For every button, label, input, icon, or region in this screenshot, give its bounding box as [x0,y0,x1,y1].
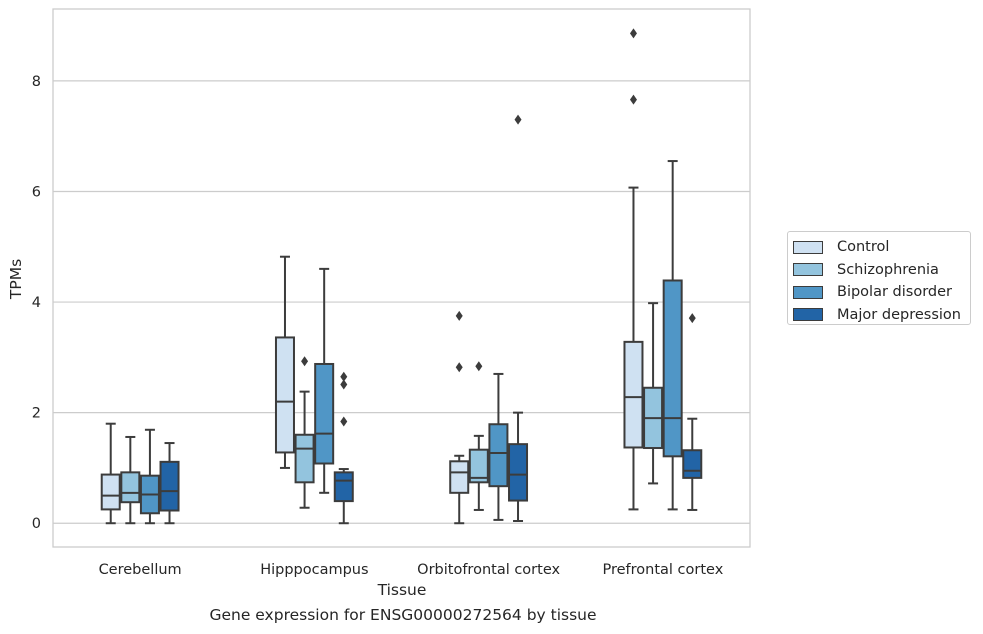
x-tick-label: Orbitofrontal cortex [417,562,560,578]
box-schizophrenia [294,356,315,509]
x-tick-label: Hipppocampus [260,562,368,578]
x-tick-label: Prefrontal cortex [602,562,723,578]
box-major-depression [159,442,180,525]
legend-swatch [793,240,823,254]
box-bipolar-disorder [139,428,160,525]
plot-frame [52,8,751,548]
legend-swatch [793,285,823,299]
legend-swatch [793,308,823,322]
box-body [294,433,315,484]
box-body [100,473,121,511]
box-body [333,471,354,503]
y-tick-label: 8 [32,74,41,90]
legend: Control Schizophrenia Bipolar disorder Majo… [787,231,971,325]
box-control [100,422,121,525]
box-body [449,460,470,494]
legend-label: Major depression [837,306,961,323]
box-schizophrenia [468,361,489,511]
legend-label: Schizophrenia [837,261,939,278]
y-axis-label: TPMs [7,259,25,300]
box-series [100,28,703,525]
legend-label: Control [837,239,890,256]
outlier-point [475,361,483,372]
outlier-point [455,362,463,373]
outlier-point [688,313,696,324]
chart-caption: Gene expression for ENSG00000272564 by t… [209,606,597,624]
box-major-depression [508,114,529,523]
box-control [449,310,470,525]
box-body [682,449,703,479]
outlier-point [514,114,522,125]
y-tick-label: 2 [32,406,41,422]
x-axis-label: Tissue [377,581,427,599]
box-major-depression [682,313,703,511]
legend-label: Bipolar disorder [837,284,952,301]
y-tick-label: 6 [32,184,41,200]
legend-item: Control [793,236,970,259]
box-bipolar-disorder [662,160,683,511]
box-control [274,255,295,469]
outlier-point [340,371,348,382]
box-schizophrenia [643,302,664,485]
box-body [662,279,683,458]
y-tick-label: 0 [32,516,41,532]
box-body [314,362,335,465]
box-bipolar-disorder [314,267,335,494]
legend-swatch [793,263,823,277]
legend-item: Schizophrenia [793,259,970,282]
outlier-point [340,379,348,390]
outlier-point [301,356,309,367]
legend-item: Major depression [793,304,970,327]
box-body [623,340,644,449]
x-tick-labels: Cerebellum Hipppocampus Orbitofrontal cort… [99,562,724,578]
outlier-point [455,310,463,321]
box-schizophrenia [120,435,141,525]
box-body [159,460,180,512]
box-body [508,443,529,502]
box-control [623,28,644,511]
box-major-depression [333,371,354,525]
y-tick-label: 4 [32,295,41,311]
outlier-point [629,94,637,105]
outlier-point [629,28,637,39]
legend-item: Bipolar disorder [793,281,970,304]
gridlines [53,80,750,524]
box-body [468,448,489,484]
x-tick-label: Cerebellum [99,562,182,578]
outlier-point [340,416,348,427]
box-bipolar-disorder [488,372,509,521]
box-body [120,471,141,504]
box-body [488,423,509,488]
box-body [274,336,295,454]
y-tick-labels: 0 2 4 6 8 [32,74,41,532]
